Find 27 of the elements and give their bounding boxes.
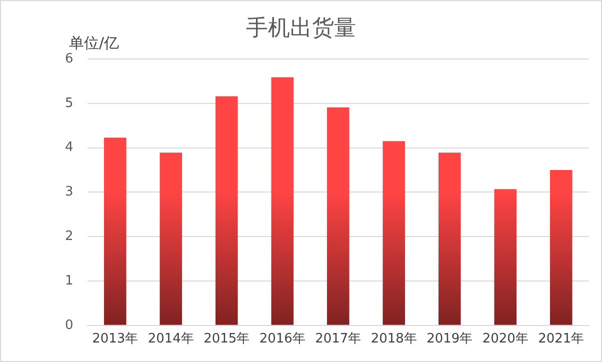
bar — [550, 170, 572, 325]
x-tick-label: 2014年 — [148, 332, 194, 347]
x-tick-label: 2019年 — [426, 332, 473, 347]
y-tick-label: 2 — [64, 228, 74, 244]
bar — [160, 152, 182, 325]
y-tick-label: 5 — [64, 96, 74, 111]
x-tick-label: 2013年 — [92, 332, 138, 347]
x-tick-label: 2021年 — [538, 332, 584, 347]
bar — [215, 96, 238, 325]
bar — [494, 189, 517, 325]
y-tick-label: 6 — [64, 51, 74, 66]
bar — [382, 141, 406, 325]
y-tick-label: 1 — [64, 273, 74, 288]
y-axis-title: 单位/亿 — [69, 34, 120, 52]
x-tick-label: 2017年 — [315, 332, 362, 347]
bar — [271, 77, 294, 325]
chart-title: 手机出货量 — [246, 16, 356, 41]
x-tick-label: 2018年 — [370, 332, 417, 347]
y-tick-label: 0 — [64, 318, 74, 333]
bar — [326, 107, 350, 325]
x-tick-label: 2015年 — [204, 332, 250, 347]
bar — [438, 152, 461, 325]
y-tick-label: 4 — [64, 140, 74, 156]
x-tick-label: 2020年 — [482, 332, 528, 347]
x-tick-label: 2016年 — [259, 332, 306, 347]
bar — [104, 138, 126, 325]
y-tick-label: 3 — [64, 184, 74, 200]
